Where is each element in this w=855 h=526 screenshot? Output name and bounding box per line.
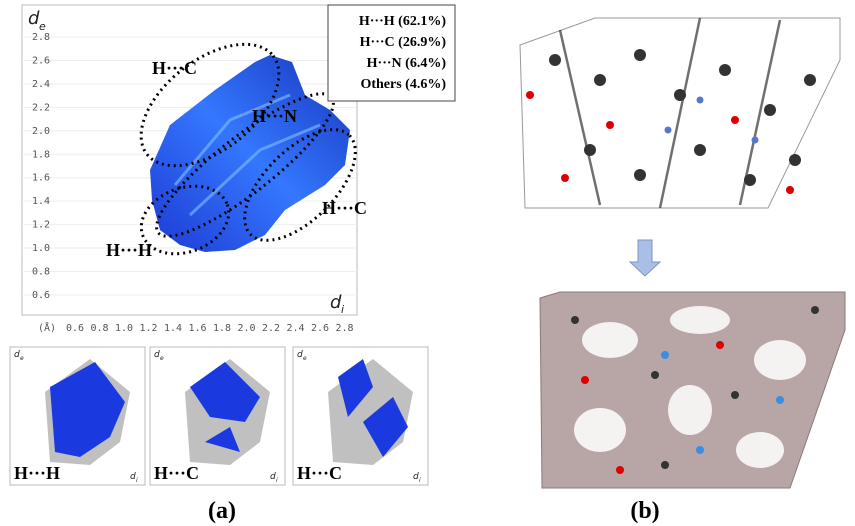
y-tick-label: 2.8 (32, 32, 50, 43)
y-tick-label: 2.6 (32, 55, 50, 66)
region-label: H···H (106, 240, 152, 260)
x-tick-label: 1.8 (213, 323, 231, 334)
y-tick-label: 1.2 (32, 220, 50, 231)
void-surface (540, 292, 845, 488)
x-tick-label: 2.6 (311, 323, 329, 334)
y-tick-label: 1.8 (32, 149, 50, 160)
x-tick-label: 0.6 (66, 323, 84, 334)
legend-entry: Others (4.6%) (360, 77, 446, 92)
x-tick-label: 1.0 (115, 323, 133, 334)
y-tick-label: 0.8 (32, 267, 50, 278)
y-tick-label: 1.0 (32, 243, 50, 254)
x-tick-label: 2.8 (335, 323, 353, 334)
region-label: H···C (152, 58, 197, 78)
sub-plot-label: H···H (14, 463, 60, 483)
x-tick-label: 0.8 (90, 323, 108, 334)
x-tick-label: 1.2 (139, 323, 157, 334)
sub-y-sub: e (303, 355, 307, 362)
crystal-structure (520, 18, 840, 208)
sub-plot-label: H···C (297, 463, 342, 483)
y-tick-label: 2.0 (32, 126, 50, 137)
x-axis-sub: i (341, 303, 344, 316)
region-label: H···C (322, 198, 367, 218)
sub-y-sub: e (20, 355, 24, 362)
x-tick-label: 2.4 (286, 323, 304, 334)
y-tick-label: 1.4 (32, 196, 50, 207)
sub-plot-label: H···C (154, 463, 199, 483)
x-tick-label: 2.2 (262, 323, 280, 334)
caption: (a) (208, 498, 236, 524)
legend-entry: H···C (26.9%) (360, 35, 447, 50)
figure: d e d i (Å) H···C H···N H···C H···H H···… (0, 0, 855, 526)
legend-entry: H···H (62.1%) (359, 14, 446, 29)
sub-y-sub: e (160, 355, 164, 362)
caption: (b) (630, 498, 659, 524)
y-tick-label: 2.2 (32, 102, 50, 113)
y-tick-label: 1.6 (32, 173, 50, 184)
legend-entry: H···N (6.4%) (367, 56, 447, 71)
x-tick-label: 1.6 (188, 323, 206, 334)
region-label: H···N (252, 106, 297, 126)
x-tick-label: 2.0 (237, 323, 255, 334)
arrow (630, 240, 660, 276)
x-unit: (Å) (38, 321, 56, 334)
x-tick-label: 1.4 (164, 323, 182, 334)
y-tick-label: 2.4 (32, 79, 50, 90)
y-tick-label: 0.6 (32, 290, 50, 301)
